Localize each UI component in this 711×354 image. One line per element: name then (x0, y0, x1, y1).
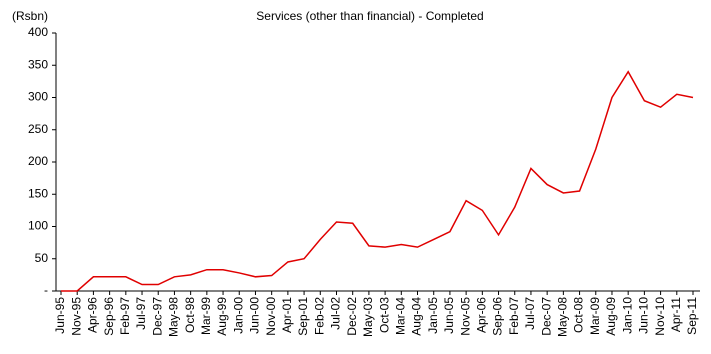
y-tick-label: 350 (28, 57, 48, 71)
y-tick-label: 200 (28, 154, 48, 168)
x-tick-label: Sep-11 (685, 297, 699, 335)
x-tick-label: Jul-07 (523, 297, 537, 330)
x-tick-label: Jan-05 (426, 297, 440, 334)
x-tick-label: Jan-00 (231, 297, 245, 334)
chart-title: Services (other than financial) - Comple… (256, 9, 483, 23)
x-tick-label: Jun-10 (637, 297, 651, 334)
x-tick-label: Apr-11 (669, 297, 683, 332)
x-tick-label: Oct-08 (572, 297, 586, 333)
x-tick-label: Mar-04 (393, 297, 407, 335)
x-tick-label: Jun-95 (53, 297, 67, 334)
x-tick-label: Nov-95 (69, 297, 83, 336)
x-tick-label: Feb-97 (118, 297, 132, 335)
x-tick-label: Feb-02 (312, 297, 326, 335)
x-tick-label: Nov-05 (458, 297, 472, 336)
x-tick-label: Jun-05 (442, 297, 456, 334)
x-tick-label: Mar-09 (588, 297, 602, 335)
x-tick-label: Oct-03 (377, 297, 391, 333)
x-tick-label: Aug-99 (215, 297, 229, 336)
x-tick-label: Aug-09 (604, 297, 618, 336)
y-axis-label: (Rsbn) (12, 9, 48, 23)
x-tick-label: Oct-98 (183, 297, 197, 333)
x-tick-label: Jul-97 (134, 297, 148, 330)
x-tick-label: Aug-04 (410, 297, 424, 336)
x-tick-label: Apr-06 (475, 297, 489, 333)
x-tick-label: Dec-07 (539, 297, 553, 336)
x-tick-label: May-08 (556, 297, 570, 337)
x-tick-label: Sep-01 (296, 297, 310, 336)
x-tick-label: May-98 (167, 297, 181, 337)
y-tick-label: 300 (28, 90, 48, 104)
y-tick-label: - (44, 283, 48, 297)
y-tick-label: 100 (28, 219, 48, 233)
x-tick-label: Nov-10 (653, 297, 667, 336)
x-tick-label: May-03 (361, 297, 375, 337)
x-tick-label: Jul-02 (329, 297, 343, 330)
x-tick-label: Apr-01 (280, 297, 294, 333)
y-tick-label: 250 (28, 122, 48, 136)
x-tick-label: Nov-00 (264, 297, 278, 336)
y-tick-label: 50 (35, 251, 49, 265)
x-tick-label: Sep-06 (491, 297, 505, 336)
y-tick-label: 150 (28, 186, 48, 200)
x-tick-label: Feb-07 (507, 297, 521, 335)
x-tick-label: Mar-99 (199, 297, 213, 335)
x-tick-label: Apr-96 (86, 297, 100, 333)
data-line (61, 70, 694, 292)
x-tick-label: Sep-96 (102, 297, 116, 336)
x-tick-label: Dec-97 (150, 297, 164, 336)
x-tick-label: Jun-00 (248, 297, 262, 334)
y-tick-label: 400 (28, 25, 48, 39)
x-tick-label: Jan-10 (620, 297, 634, 334)
x-tick-label: Dec-02 (345, 297, 359, 336)
